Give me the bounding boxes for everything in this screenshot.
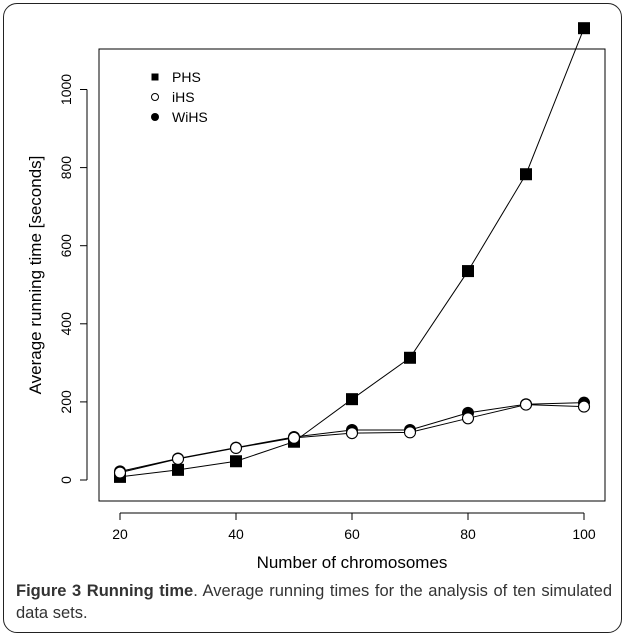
- legend-label-wihs: WiHS: [172, 109, 208, 125]
- legend-label-phs: PHS: [172, 69, 201, 85]
- data-point-ihs-50: [287, 431, 301, 444]
- x-tick-label-20: 20: [112, 526, 128, 542]
- data-point-ihs-40: [229, 441, 243, 455]
- legend: PHS iHS WiHS: [151, 69, 208, 125]
- x-tick-label-100: 100: [572, 526, 596, 542]
- legend-marker-wihs: [151, 113, 159, 121]
- figure-frame: [3, 3, 622, 633]
- data-point-ihs-70: [403, 426, 417, 439]
- data-point-ihs-90: [519, 398, 533, 411]
- x-tick-label-60: 60: [344, 526, 360, 542]
- caption-text: . Average running times for the analysis…: [16, 582, 612, 622]
- data-point-phs-100: [578, 22, 590, 35]
- data-point-ihs-30: [171, 452, 185, 465]
- data-point-phs-90: [520, 168, 532, 181]
- data-point-ihs-60: [345, 427, 359, 440]
- y-axis-label: Average running time [seconds]: [26, 156, 45, 395]
- legend-marker-ihs: [151, 93, 159, 101]
- data-point-phs-80: [462, 265, 474, 278]
- plot-box: [98, 48, 606, 502]
- x-tick-label-40: 40: [228, 526, 244, 542]
- data-point-ihs-80: [461, 412, 475, 425]
- data-point-phs-60: [346, 393, 358, 406]
- data-point-ihs-100: [577, 400, 591, 413]
- x-tick-label-80: 80: [460, 526, 476, 542]
- figure-caption: Figure 3 Running time. Average running t…: [16, 580, 612, 624]
- caption-label: Figure 3 Running time: [16, 582, 194, 600]
- y-tick-label-600: 600: [58, 234, 74, 258]
- x-axis-label: Number of chromosomes: [257, 553, 448, 572]
- data-point-phs-30: [172, 463, 184, 476]
- data-point-phs-40: [230, 455, 242, 468]
- series-layer: [113, 22, 591, 483]
- data-point-ihs-20: [113, 466, 127, 479]
- y-tick-label-200: 200: [58, 390, 74, 414]
- y-tick-label-0: 0: [58, 476, 74, 484]
- legend-marker-phs: [151, 73, 159, 81]
- legend-label-ihs: iHS: [172, 89, 195, 105]
- y-tick-label-1000: 1000: [58, 74, 74, 105]
- y-tick-label-800: 800: [58, 156, 74, 180]
- y-tick-label-400: 400: [58, 312, 74, 336]
- data-point-phs-70: [404, 351, 416, 364]
